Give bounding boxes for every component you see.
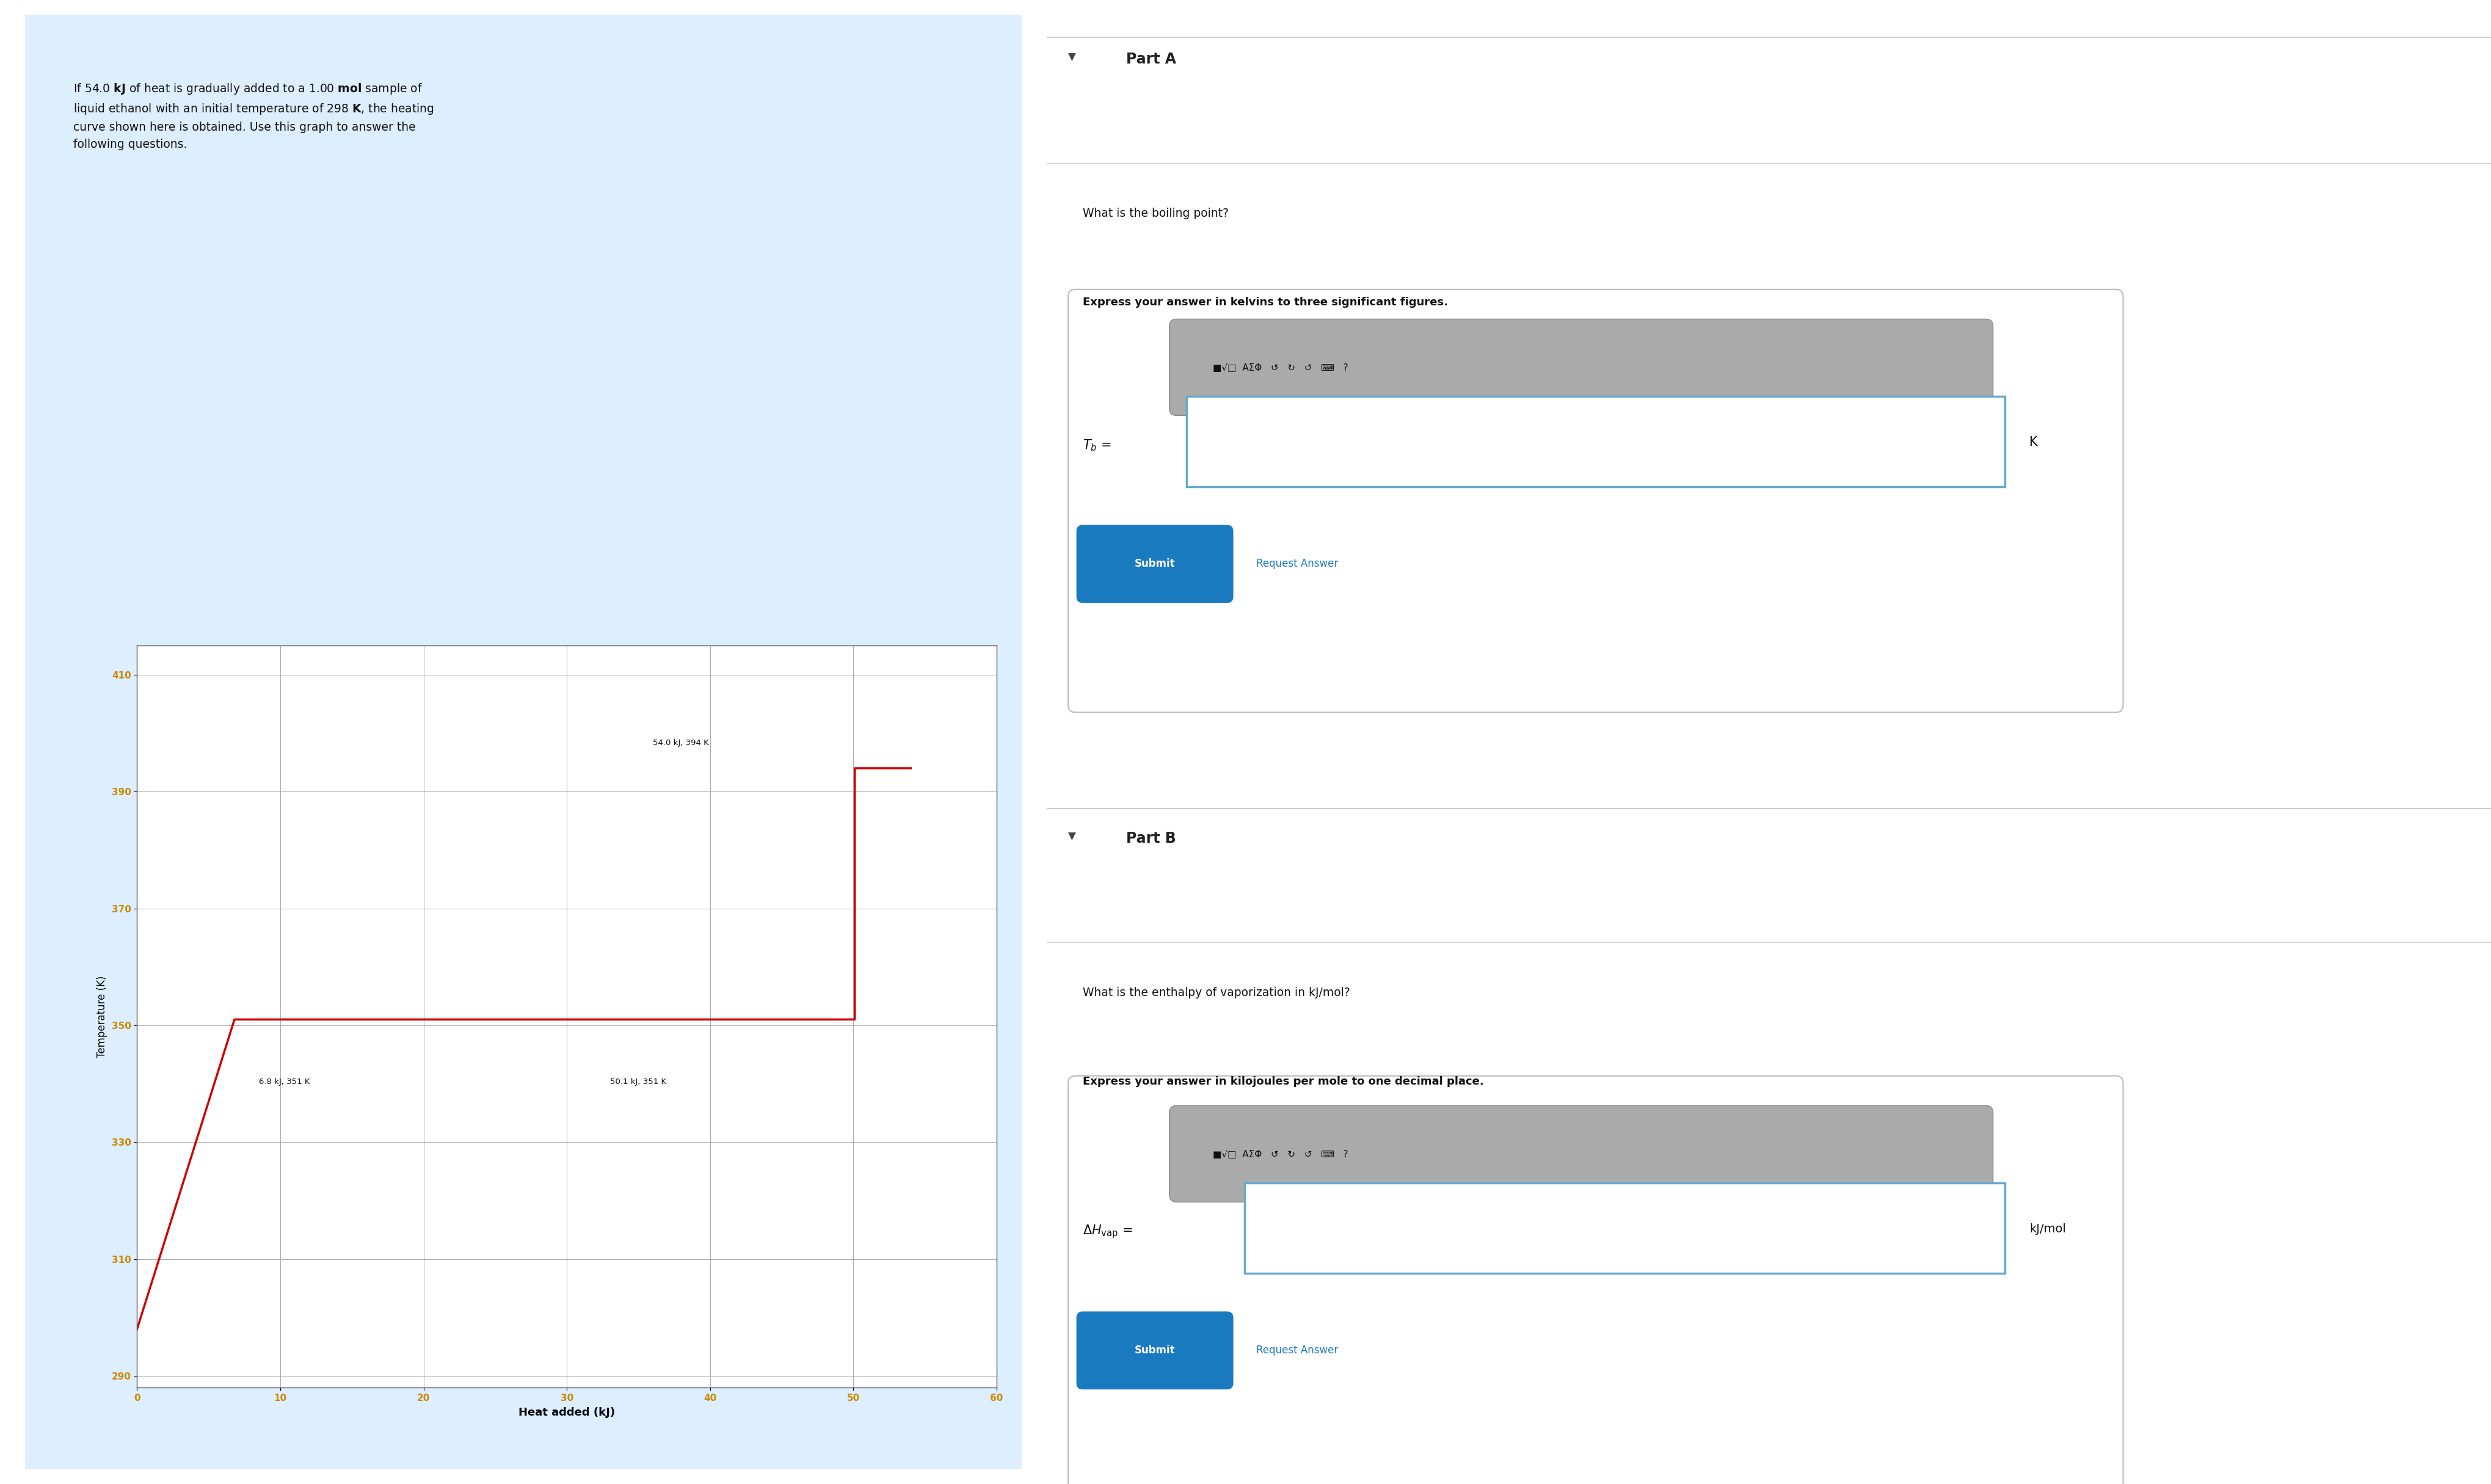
FancyBboxPatch shape xyxy=(1076,525,1233,603)
Text: Part A: Part A xyxy=(1126,52,1176,67)
Text: kJ/mol: kJ/mol xyxy=(2028,1223,2065,1235)
Text: Express your answer in kelvins to three significant figures.: Express your answer in kelvins to three … xyxy=(1084,297,1447,307)
Text: Request Answer: Request Answer xyxy=(1255,558,1338,570)
Text: Express your answer in kilojoules per mole to one decimal place.: Express your answer in kilojoules per mo… xyxy=(1084,1076,1482,1086)
Text: What is the enthalpy of vaporization in kJ/mol?: What is the enthalpy of vaporization in … xyxy=(1084,987,1350,999)
Text: ■√□  ΑΣΦ   ↺   ↻   ↺   ⌨   ?: ■√□ ΑΣΦ ↺ ↻ ↺ ⌨ ? xyxy=(1213,1150,1348,1159)
Text: 50.1 kJ, 351 K: 50.1 kJ, 351 K xyxy=(610,1077,665,1086)
FancyBboxPatch shape xyxy=(1076,1312,1233,1389)
Text: If 54.0 $\mathbf{kJ}$ of heat is gradually added to a 1.00 $\mathbf{mol}$ sample: If 54.0 $\mathbf{kJ}$ of heat is gradual… xyxy=(72,82,433,150)
Text: ■√□  ΑΣΦ   ↺   ↻   ↺   ⌨   ?: ■√□ ΑΣΦ ↺ ↻ ↺ ⌨ ? xyxy=(1213,364,1348,372)
Text: 54.0 kJ, 394 K: 54.0 kJ, 394 K xyxy=(653,739,707,746)
X-axis label: Heat added (kJ): Heat added (kJ) xyxy=(518,1407,615,1417)
FancyBboxPatch shape xyxy=(1168,1106,1993,1202)
Text: Submit: Submit xyxy=(1133,1345,1176,1356)
Text: ▼: ▼ xyxy=(1069,831,1076,841)
Text: 6.8 kJ, 351 K: 6.8 kJ, 351 K xyxy=(259,1077,309,1086)
FancyBboxPatch shape xyxy=(1186,396,2005,487)
Text: Submit: Submit xyxy=(1133,558,1176,570)
Text: $\Delta H_{\mathrm{vap}}$ =: $\Delta H_{\mathrm{vap}}$ = xyxy=(1084,1223,1131,1241)
Y-axis label: Temperature (K): Temperature (K) xyxy=(97,975,107,1058)
Text: ▼: ▼ xyxy=(1069,52,1076,62)
Text: K: K xyxy=(2028,436,2038,448)
Text: What is the boiling point?: What is the boiling point? xyxy=(1084,208,1228,220)
FancyBboxPatch shape xyxy=(1243,1183,2005,1273)
FancyBboxPatch shape xyxy=(1168,319,1993,416)
Text: Request Answer: Request Answer xyxy=(1255,1345,1338,1356)
Text: Part B: Part B xyxy=(1126,831,1176,846)
Text: $T_b$ =: $T_b$ = xyxy=(1084,438,1111,453)
